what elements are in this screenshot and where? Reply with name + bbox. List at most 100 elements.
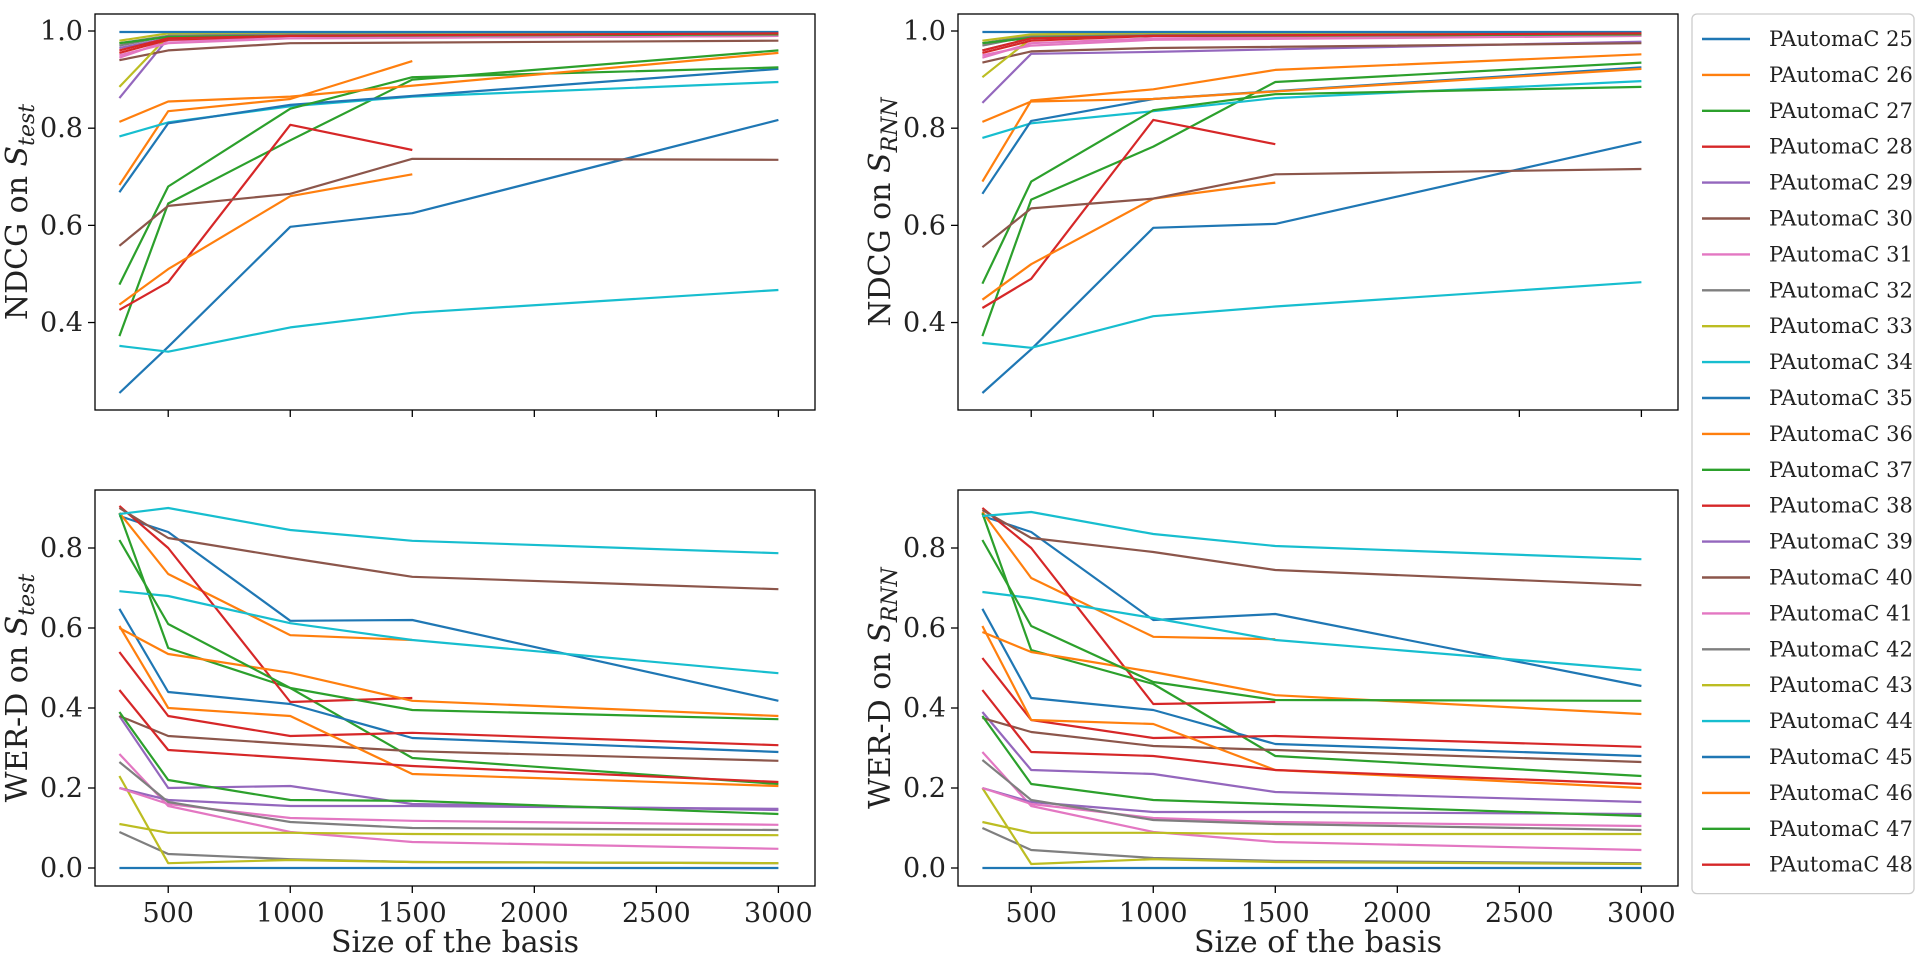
series-line-pautomac-25 (119, 514, 779, 702)
legend-item: PAutomaC 37 (1702, 458, 1913, 482)
panel-top-left: 0.4 0.6 0.8 1.0 NDCG on Stest (0, 13, 816, 417)
legend-label: PAutomaC 30 (1769, 207, 1913, 231)
legend-item: PAutomaC 31 (1702, 242, 1913, 266)
panel-bottom-left: 0.0 0.2 0.4 0.6 0.8 500 1000 1500 2000 2500 3000 W… (0, 489, 816, 955)
series-line-pautomac-25 (982, 514, 1642, 688)
y-axis-label-main: WER-D on (863, 643, 898, 809)
legend-label: PAutomaC 36 (1769, 422, 1913, 446)
legend-item: PAutomaC 38 (1702, 494, 1913, 518)
plot-frame (94, 13, 816, 411)
x-tick-label: 3000 (1607, 898, 1676, 929)
series-line-pautomac-37 (118, 539, 779, 721)
x-axis-label: Size of the basis (1194, 925, 1442, 955)
series-line-pautomac-47 (981, 715, 1642, 818)
legend-box (1691, 13, 1915, 895)
series-line-pautomac-39 (982, 786, 1642, 816)
x-tick-label: 1500 (378, 898, 447, 929)
legend-label: PAutomaC 40 (1769, 566, 1913, 590)
y-axis-label: NDCG on Stest (0, 104, 40, 320)
series-layer (118, 505, 779, 870)
series-line-pautomac-46 (981, 625, 1642, 790)
series-line-pautomac-35 (118, 608, 779, 754)
legend-item: PAutomaC 32 (1702, 278, 1913, 302)
series-line-pautomac-33 (118, 775, 779, 865)
series-line-pautomac-37 (981, 85, 1642, 285)
series-line-pautomac-40 (982, 716, 1642, 764)
legend: PAutomaC 25 PAutomaC 26 PAutomaC 27 PAutoma… (1691, 13, 1915, 895)
legend-item: PAutomaC 27 (1702, 99, 1913, 123)
legend-item: PAutomaC 45 (1702, 745, 1913, 769)
x-tick-label: 2000 (500, 898, 569, 929)
series-layer (981, 507, 1642, 870)
series-line-pautomac-36 (118, 627, 779, 718)
legend-item: PAutomaC 44 (1702, 709, 1913, 733)
series-line-pautomac-27 (118, 49, 779, 337)
legend-item: PAutomaC 40 (1702, 566, 1913, 590)
legend-item: PAutomaC 30 (1702, 207, 1913, 231)
y-tick-label: 0.2 (903, 773, 946, 804)
x-tick-label: 500 (142, 898, 194, 929)
series-line-pautomac-35 (118, 67, 779, 193)
series-line-pautomac-46 (981, 67, 1642, 123)
series-line-pautomac-48 (119, 32, 779, 52)
series-line-pautomac-36 (981, 630, 1642, 716)
y-axis-label: WER-D on SRNN (863, 566, 903, 808)
y-tick-label: 0.4 (40, 308, 83, 339)
series-line-pautomac-39 (119, 786, 779, 810)
series-line-pautomac-47 (118, 711, 779, 816)
legend-label: PAutomaC 46 (1769, 781, 1913, 805)
legend-label: PAutomaC 39 (1769, 530, 1913, 554)
series-line-pautomac-41 (982, 786, 1642, 828)
x-tick-label: 2500 (622, 898, 691, 929)
y-tick-label: 0.0 (903, 853, 946, 884)
legend-item: PAutomaC 25 (1702, 27, 1913, 51)
series-line-pautomac-37 (981, 539, 1642, 702)
series-line-pautomac-44 (982, 281, 1642, 349)
legend-label: PAutomaC 45 (1769, 745, 1913, 769)
y-tick-label: 1.0 (40, 16, 83, 47)
y-tick-label: 0.2 (40, 773, 83, 804)
y-axis-label-sub: RNN (878, 97, 903, 154)
legend-item: PAutomaC 35 (1702, 386, 1913, 410)
legend-label: PAutomaC 32 (1769, 278, 1913, 302)
legend-label: PAutomaC 34 (1769, 350, 1913, 374)
legend-label: PAutomaC 26 (1769, 63, 1913, 87)
x-tick-label: 3000 (744, 898, 813, 929)
legend-label: PAutomaC 44 (1769, 709, 1913, 733)
plot-frame (957, 13, 1679, 411)
series-line-pautomac-28 (981, 118, 1276, 309)
series-line-pautomac-33 (981, 787, 1642, 866)
y-axis-label-var: S (0, 616, 35, 637)
plot-frame (94, 489, 816, 887)
legend-item: PAutomaC 48 (1702, 853, 1913, 877)
x-tick-label: 1000 (256, 898, 325, 929)
series-line-pautomac-29 (981, 40, 1642, 104)
legend-label: PAutomaC 43 (1769, 673, 1913, 697)
series-line-pautomac-34 (119, 80, 779, 138)
y-tick-label: 0.4 (40, 693, 83, 724)
series-line-pautomac-48 (981, 689, 1642, 786)
y-tick-label: 0.4 (903, 308, 946, 339)
x-axis-label: Size of the basis (331, 925, 579, 955)
legend-item: PAutomaC 39 (1702, 530, 1913, 554)
y-axis-label-main: NDCG on (0, 166, 35, 320)
series-line-pautomac-30 (119, 39, 779, 62)
legend-item: PAutomaC 29 (1702, 171, 1913, 195)
y-axis-label: NDCG on SRNN (863, 97, 903, 327)
plot-frame (957, 489, 1679, 887)
axes-layer: 0.0 0.2 0.4 0.6 0.8 500 1000 1500 2000 2500 3000 (903, 533, 1676, 929)
series-layer (981, 30, 1642, 394)
series-line-pautomac-28 (118, 123, 413, 311)
legend-label: PAutomaC 28 (1769, 135, 1913, 159)
legend-label: PAutomaC 41 (1769, 601, 1913, 625)
y-axis-label-var: S (0, 146, 35, 167)
series-line-pautomac-36 (981, 181, 1276, 301)
series-line-pautomac-25 (118, 118, 779, 394)
legend-label: PAutomaC 27 (1769, 99, 1913, 123)
y-tick-label: 0.8 (903, 113, 946, 144)
y-tick-label: 0.8 (40, 113, 83, 144)
y-axis-label-sub: test (15, 104, 40, 146)
y-tick-label: 0.6 (903, 613, 946, 644)
legend-label: PAutomaC 47 (1769, 817, 1913, 841)
